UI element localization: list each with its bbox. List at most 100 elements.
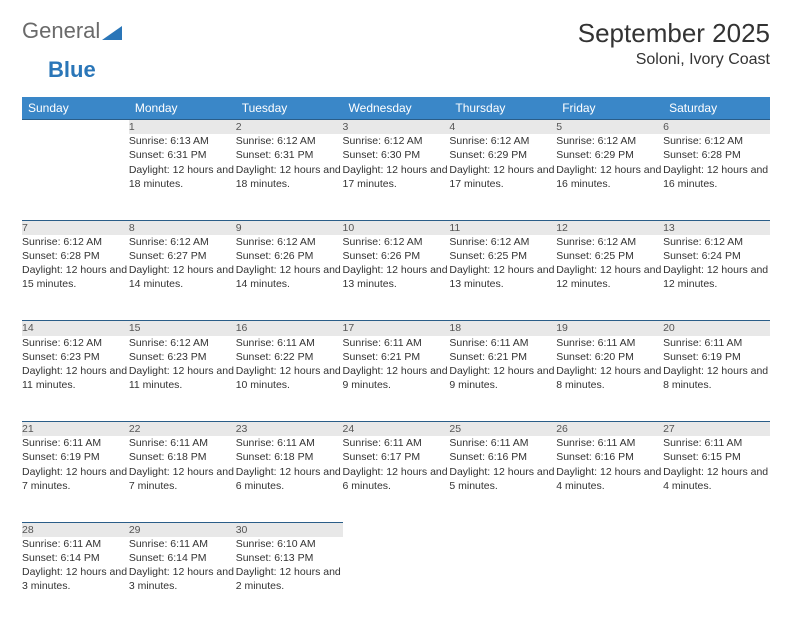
- logo-text-blue: Blue: [48, 57, 96, 82]
- day-cell: Sunrise: 6:11 AMSunset: 6:17 PMDaylight:…: [343, 436, 450, 522]
- day-cell: Sunrise: 6:12 AMSunset: 6:24 PMDaylight:…: [663, 235, 770, 321]
- day-cell: Sunrise: 6:11 AMSunset: 6:21 PMDaylight:…: [343, 336, 450, 422]
- sunrise-line: Sunrise: 6:12 AM: [556, 134, 663, 148]
- sunrise-line: Sunrise: 6:13 AM: [129, 134, 236, 148]
- empty-daynum: [663, 522, 770, 537]
- content-row: Sunrise: 6:13 AMSunset: 6:31 PMDaylight:…: [22, 134, 770, 220]
- weekday-header: Thursday: [449, 97, 556, 120]
- day-number: 8: [129, 220, 236, 235]
- day-number: 14: [22, 321, 129, 336]
- daylight-line: Daylight: 12 hours and 2 minutes.: [236, 565, 343, 593]
- daylight-line: Daylight: 12 hours and 17 minutes.: [449, 163, 556, 191]
- sunset-line: Sunset: 6:27 PM: [129, 249, 236, 263]
- sunset-line: Sunset: 6:28 PM: [663, 148, 770, 162]
- sunrise-line: Sunrise: 6:12 AM: [236, 134, 343, 148]
- sunrise-line: Sunrise: 6:12 AM: [22, 336, 129, 350]
- day-number: 7: [22, 220, 129, 235]
- day-number: 15: [129, 321, 236, 336]
- logo-text-general: General: [22, 18, 100, 44]
- empty-daynum: [556, 522, 663, 537]
- daylight-line: Daylight: 12 hours and 14 minutes.: [129, 263, 236, 291]
- weekday-header: Monday: [129, 97, 236, 120]
- sunset-line: Sunset: 6:19 PM: [22, 450, 129, 464]
- sunset-line: Sunset: 6:22 PM: [236, 350, 343, 364]
- daylight-line: Daylight: 12 hours and 13 minutes.: [449, 263, 556, 291]
- day-number: 17: [343, 321, 450, 336]
- empty-daynum: [22, 120, 129, 135]
- day-number: 27: [663, 422, 770, 437]
- daynum-row: 282930: [22, 522, 770, 537]
- sunset-line: Sunset: 6:16 PM: [556, 450, 663, 464]
- day-cell: Sunrise: 6:11 AMSunset: 6:16 PMDaylight:…: [449, 436, 556, 522]
- day-cell: Sunrise: 6:12 AMSunset: 6:25 PMDaylight:…: [449, 235, 556, 321]
- sunrise-line: Sunrise: 6:12 AM: [449, 235, 556, 249]
- day-number: 24: [343, 422, 450, 437]
- sunset-line: Sunset: 6:29 PM: [556, 148, 663, 162]
- sunrise-line: Sunrise: 6:11 AM: [236, 336, 343, 350]
- month-title: September 2025: [578, 18, 770, 49]
- daylight-line: Daylight: 12 hours and 6 minutes.: [343, 465, 450, 493]
- daylight-line: Daylight: 12 hours and 5 minutes.: [449, 465, 556, 493]
- logo: General: [22, 18, 122, 44]
- day-cell: Sunrise: 6:11 AMSunset: 6:14 PMDaylight:…: [22, 537, 129, 623]
- sunrise-line: Sunrise: 6:11 AM: [22, 436, 129, 450]
- calendar-body: 123456Sunrise: 6:13 AMSunset: 6:31 PMDay…: [22, 120, 770, 623]
- day-number: 9: [236, 220, 343, 235]
- sunset-line: Sunset: 6:20 PM: [556, 350, 663, 364]
- day-number: 19: [556, 321, 663, 336]
- daylight-line: Daylight: 12 hours and 12 minutes.: [663, 263, 770, 291]
- sunrise-line: Sunrise: 6:11 AM: [236, 436, 343, 450]
- day-cell: Sunrise: 6:12 AMSunset: 6:26 PMDaylight:…: [343, 235, 450, 321]
- sunrise-line: Sunrise: 6:12 AM: [236, 235, 343, 249]
- sunrise-line: Sunrise: 6:11 AM: [129, 537, 236, 551]
- sunrise-line: Sunrise: 6:11 AM: [556, 436, 663, 450]
- day-cell: Sunrise: 6:12 AMSunset: 6:31 PMDaylight:…: [236, 134, 343, 220]
- sunset-line: Sunset: 6:26 PM: [343, 249, 450, 263]
- sunrise-line: Sunrise: 6:12 AM: [343, 235, 450, 249]
- day-cell: Sunrise: 6:12 AMSunset: 6:27 PMDaylight:…: [129, 235, 236, 321]
- day-cell: Sunrise: 6:11 AMSunset: 6:22 PMDaylight:…: [236, 336, 343, 422]
- sunrise-line: Sunrise: 6:11 AM: [663, 336, 770, 350]
- sunset-line: Sunset: 6:14 PM: [129, 551, 236, 565]
- sunrise-line: Sunrise: 6:12 AM: [129, 235, 236, 249]
- day-cell: Sunrise: 6:13 AMSunset: 6:31 PMDaylight:…: [129, 134, 236, 220]
- day-cell: Sunrise: 6:11 AMSunset: 6:18 PMDaylight:…: [236, 436, 343, 522]
- day-number: 29: [129, 522, 236, 537]
- sunrise-line: Sunrise: 6:11 AM: [556, 336, 663, 350]
- day-number: 26: [556, 422, 663, 437]
- sunset-line: Sunset: 6:24 PM: [663, 249, 770, 263]
- day-cell: Sunrise: 6:12 AMSunset: 6:25 PMDaylight:…: [556, 235, 663, 321]
- day-cell: Sunrise: 6:11 AMSunset: 6:16 PMDaylight:…: [556, 436, 663, 522]
- sunset-line: Sunset: 6:23 PM: [129, 350, 236, 364]
- content-row: Sunrise: 6:11 AMSunset: 6:19 PMDaylight:…: [22, 436, 770, 522]
- daylight-line: Daylight: 12 hours and 17 minutes.: [343, 163, 450, 191]
- sunset-line: Sunset: 6:29 PM: [449, 148, 556, 162]
- day-cell: Sunrise: 6:12 AMSunset: 6:23 PMDaylight:…: [129, 336, 236, 422]
- empty-cell: [556, 537, 663, 623]
- weekday-header: Tuesday: [236, 97, 343, 120]
- day-cell: Sunrise: 6:11 AMSunset: 6:21 PMDaylight:…: [449, 336, 556, 422]
- daylight-line: Daylight: 12 hours and 9 minutes.: [343, 364, 450, 392]
- weekday-header: Saturday: [663, 97, 770, 120]
- day-number: 10: [343, 220, 450, 235]
- empty-daynum: [343, 522, 450, 537]
- day-number: 13: [663, 220, 770, 235]
- sunrise-line: Sunrise: 6:12 AM: [556, 235, 663, 249]
- daynum-row: 123456: [22, 120, 770, 135]
- daylight-line: Daylight: 12 hours and 7 minutes.: [129, 465, 236, 493]
- weekday-header: Friday: [556, 97, 663, 120]
- sunrise-line: Sunrise: 6:10 AM: [236, 537, 343, 551]
- day-number: 2: [236, 120, 343, 135]
- sunset-line: Sunset: 6:14 PM: [22, 551, 129, 565]
- day-cell: Sunrise: 6:11 AMSunset: 6:19 PMDaylight:…: [22, 436, 129, 522]
- daylight-line: Daylight: 12 hours and 8 minutes.: [556, 364, 663, 392]
- daylight-line: Daylight: 12 hours and 15 minutes.: [22, 263, 129, 291]
- day-number: 6: [663, 120, 770, 135]
- content-row: Sunrise: 6:12 AMSunset: 6:28 PMDaylight:…: [22, 235, 770, 321]
- sunset-line: Sunset: 6:26 PM: [236, 249, 343, 263]
- daylight-line: Daylight: 12 hours and 6 minutes.: [236, 465, 343, 493]
- weekday-header: Wednesday: [343, 97, 450, 120]
- sunrise-line: Sunrise: 6:12 AM: [343, 134, 450, 148]
- daynum-row: 14151617181920: [22, 321, 770, 336]
- daylight-line: Daylight: 12 hours and 3 minutes.: [22, 565, 129, 593]
